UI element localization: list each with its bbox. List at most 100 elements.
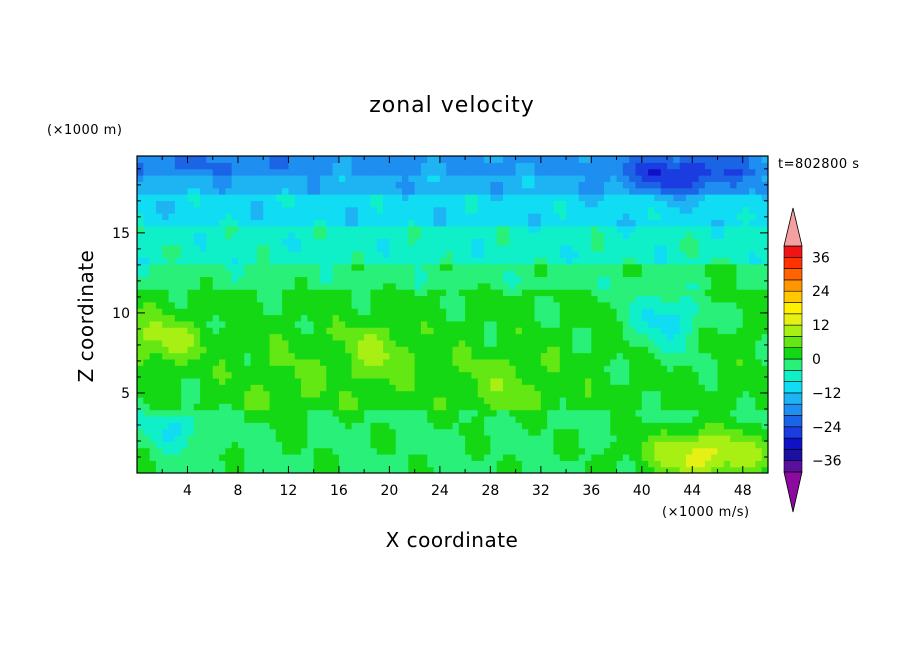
field-cell [717,257,725,265]
field-cell [357,365,365,373]
field-cell [275,206,283,214]
field-cell [490,168,498,176]
field-cell [547,339,555,347]
field-cell [616,244,624,252]
field-cell [629,251,637,259]
field-cell [685,282,693,290]
field-cell [685,289,693,297]
field-cell [484,225,491,233]
field-cell [383,238,390,246]
field-cell [465,422,473,430]
field-cell [471,453,479,461]
field-cell [370,206,378,214]
field-cell [402,441,409,449]
field-cell [761,219,768,227]
field-cell [301,238,308,246]
field-cell [572,466,580,473]
field-cell [420,371,428,379]
field-cell [471,295,479,303]
field-cell [433,453,441,461]
field-cell [458,409,466,417]
field-cell [452,276,460,284]
field-cell [301,219,308,227]
field-cell [395,295,403,303]
field-cell [269,384,277,392]
field-cell [698,213,706,220]
field-cell [742,251,750,259]
field-cell [364,162,372,170]
field-cell [193,244,201,252]
field-cell [395,384,403,392]
field-cell [477,365,485,373]
field-cell [219,282,226,290]
field-cell [635,194,643,201]
field-cell [761,396,768,404]
field-cell [357,441,365,449]
field-cell [288,219,296,227]
field-cell [458,434,466,442]
field-cell [749,187,756,195]
field-cell [477,403,485,411]
field-cell [187,219,195,227]
field-cell [307,257,315,265]
field-cell [364,308,372,316]
field-cell [275,327,283,335]
field-cell [395,320,403,328]
field-cell [193,194,201,201]
field-cell [351,434,359,442]
field-cell [585,282,592,290]
field-cell [168,276,176,284]
field-cell [654,200,662,208]
field-cell [149,251,157,259]
field-cell [313,200,321,208]
field-cell [528,441,536,449]
field-cell [591,168,599,176]
field-cell [200,447,208,455]
field-cell [433,390,441,398]
field-cell [654,251,662,259]
field-cell [629,390,637,398]
field-cell [383,390,390,398]
field-cell [332,320,340,328]
field-cell [231,213,239,220]
field-cell [237,428,245,436]
field-cell [395,194,403,201]
field-cell [319,466,327,473]
field-cell [326,289,334,297]
field-cell [155,206,163,214]
field-cell [143,263,151,271]
field-cell [477,276,485,284]
field-cell [679,175,687,182]
field-cell [667,257,674,265]
field-cell [155,384,163,392]
field-cell [509,232,517,240]
field-cell [685,460,693,468]
field-cell [225,156,233,163]
field-cell [389,409,397,417]
field-cell [566,314,573,322]
field-cell [711,276,719,284]
field-cell [723,390,731,398]
field-cell [155,187,163,195]
field-cell [237,276,245,284]
field-cell [704,434,712,442]
field-cell [383,301,390,309]
field-cell [490,213,498,220]
field-cell [730,327,738,335]
field-cell [250,453,258,461]
field-cell [667,320,674,328]
field-cell [654,441,662,449]
field-cell [458,308,466,316]
field-cell [578,409,586,417]
field-cell [717,409,725,417]
field-cell [452,396,460,404]
field-cell [439,270,447,278]
field-cell [332,460,340,468]
field-cell [294,244,302,252]
field-cell [648,460,656,468]
field-cell [433,339,441,347]
field-cell [591,187,599,195]
field-cell [534,403,542,411]
field-cell [225,301,233,309]
field-cell [275,168,283,176]
